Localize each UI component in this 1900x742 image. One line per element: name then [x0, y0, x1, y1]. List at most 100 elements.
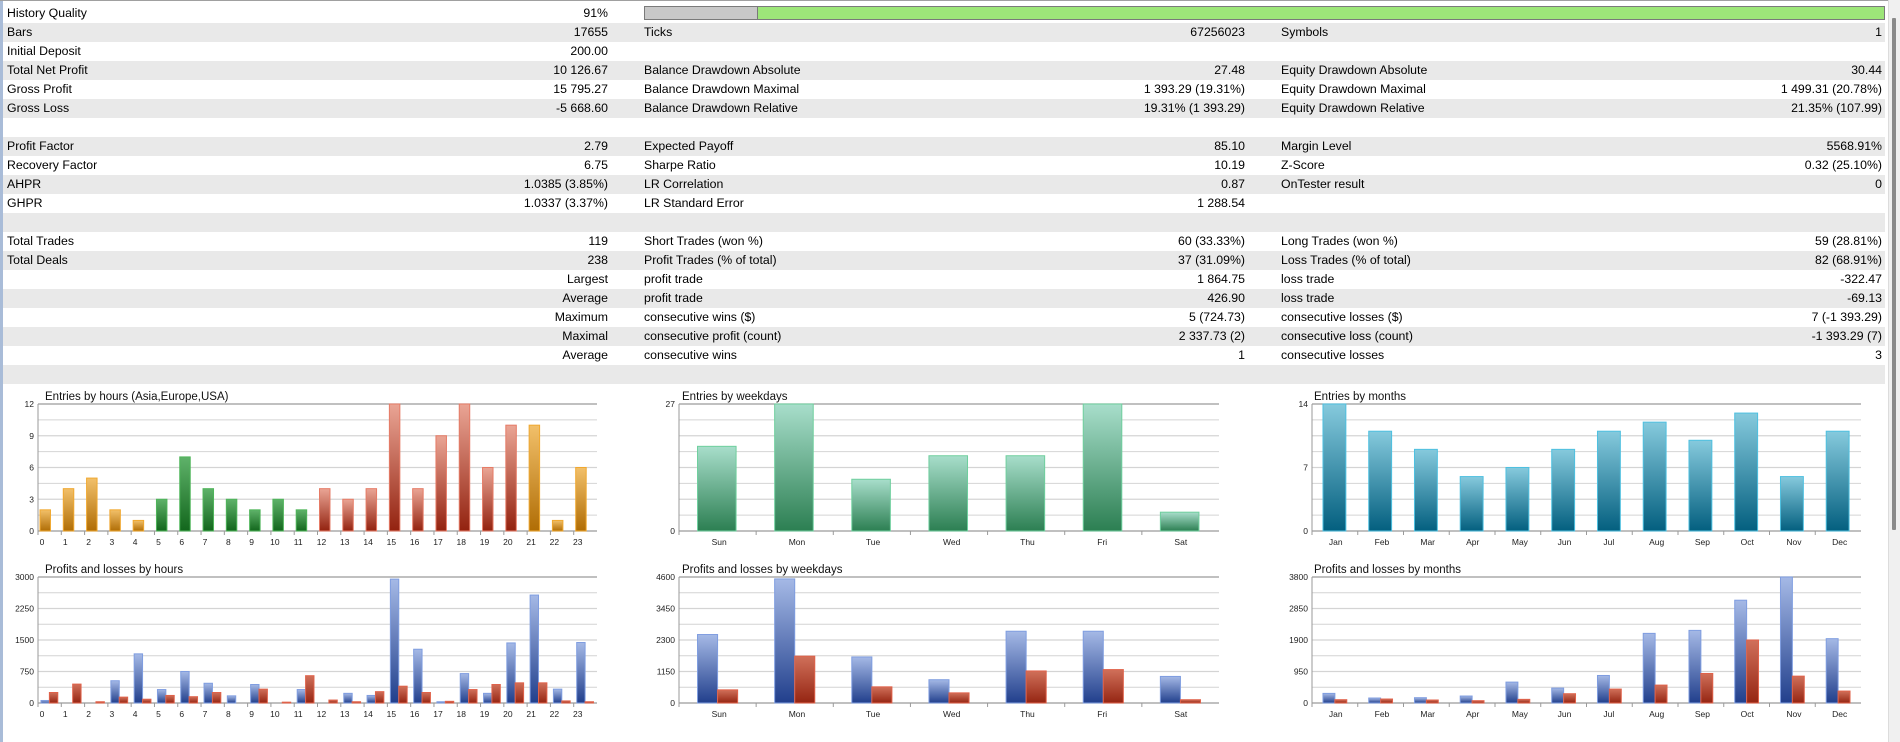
stat-value: 1 499.31 (20.78%)	[1780, 82, 1882, 96]
bar	[1596, 430, 1621, 532]
history-quality-label: History Quality	[7, 6, 87, 20]
stat-value: 2.79	[584, 139, 608, 153]
stat-value: 238	[587, 253, 608, 267]
profit-bar	[1322, 692, 1336, 704]
y-tick-label: 0	[1303, 526, 1308, 536]
stat-value: 30.44	[1851, 63, 1882, 77]
stat-value: 1.0385 (3.85%)	[523, 177, 608, 191]
x-tick-label: 15	[387, 537, 397, 547]
profit-bar	[774, 578, 796, 704]
stat-value: 0.87	[1221, 177, 1245, 191]
loss-bar	[305, 675, 315, 704]
loss-bar	[165, 694, 175, 704]
x-tick-label: Mon	[789, 537, 806, 547]
y-tick-label: 0	[670, 698, 675, 708]
stat-value: 3	[1875, 348, 1882, 362]
x-tick-label: 2	[86, 709, 91, 719]
scrollbar-thumb[interactable]	[1892, 18, 1896, 530]
x-tick-label: 7	[203, 537, 208, 547]
bar	[505, 424, 517, 532]
x-tick-label: 19	[480, 709, 490, 719]
entries-hours-chart: Entries by hours (Asia,Europe,USA)036912…	[25, 391, 597, 547]
loss-bar	[1837, 690, 1851, 704]
stat-label: GHPR	[7, 196, 43, 210]
stat-label: Total Deals	[7, 253, 68, 267]
y-tick-label: 1500	[15, 635, 34, 645]
bar	[388, 403, 401, 532]
y-tick-label: 3	[29, 494, 34, 504]
stat-value: 5 (724.73)	[1188, 310, 1245, 324]
x-tick-label: Feb	[1375, 537, 1390, 547]
bar	[1825, 430, 1850, 532]
x-tick-label: 22	[550, 709, 560, 719]
x-tick-label: 0	[40, 537, 45, 547]
stat-label: Long Trades (won %)	[1281, 234, 1398, 248]
stat-label: Expected Payoff	[644, 139, 734, 153]
stat-value: 1 864.75	[1197, 272, 1245, 286]
stats-row: Largest profit trade 1 864.75 loss trade -32…	[3, 270, 1885, 289]
loss-bar	[421, 692, 431, 704]
stats-row: Total Trades 119 Short Trades (won %) 60 (3…	[3, 232, 1885, 251]
stat-label: Ticks	[644, 25, 673, 39]
profit-bar	[506, 642, 516, 704]
loss-bar	[948, 692, 970, 704]
x-tick-label: 11	[294, 709, 303, 719]
x-tick-label: 17	[433, 709, 443, 719]
pl-weekdays-chart: Profits and losses by weekdays 0 1150 2300 3…	[656, 564, 1219, 719]
y-tick-label: 4600	[656, 572, 675, 582]
x-tick-label: Jun	[1558, 537, 1572, 547]
loss-bar	[1425, 699, 1439, 704]
stat-label: consecutive wins	[644, 348, 737, 362]
stat-label: OnTester result	[1281, 177, 1365, 191]
x-tick-label: 0	[40, 709, 45, 719]
loss-bar	[468, 689, 478, 704]
stat-label: Equity Drawdown Absolute	[1281, 63, 1428, 77]
bar	[1642, 421, 1667, 532]
x-tick-label: 4	[133, 537, 138, 547]
bar	[1322, 403, 1347, 532]
bar	[435, 435, 447, 532]
x-tick-label: 1	[63, 537, 68, 547]
loss-bar	[1025, 670, 1047, 704]
stat-value: 82 (68.91%)	[1815, 253, 1882, 267]
stats-row	[3, 365, 1885, 384]
profit-bar	[1082, 630, 1104, 704]
stat-value: Average	[562, 348, 608, 362]
profit-bar	[226, 695, 237, 704]
loss-bar	[258, 688, 268, 704]
stat-value: 37 (31.09%)	[1178, 253, 1245, 267]
bar	[551, 519, 564, 532]
profit-bar	[413, 648, 423, 704]
stat-label: Z-Score	[1281, 158, 1325, 172]
stat-value: 2 337.73 (2)	[1178, 329, 1245, 343]
profit-bar	[1642, 632, 1656, 704]
x-tick-label: Nov	[1786, 709, 1802, 719]
loss-bar	[142, 698, 152, 704]
stat-value: 67256023	[1190, 25, 1245, 39]
x-tick-label: May	[1512, 709, 1529, 719]
x-tick-label: 20	[503, 709, 513, 719]
bar	[342, 498, 354, 532]
x-tick-label: May	[1512, 537, 1529, 547]
profit-bar	[436, 701, 446, 704]
profit-bar	[156, 689, 167, 704]
stat-value: 10.19	[1214, 158, 1245, 172]
vertical-scrollbar[interactable]	[1888, 0, 1900, 742]
profit-bar	[133, 653, 144, 704]
x-tick-label: Jul	[1603, 709, 1614, 719]
x-tick-label: 6	[179, 537, 184, 547]
x-tick-label: Fri	[1097, 537, 1107, 547]
x-tick-label: Tue	[866, 709, 881, 719]
bar	[482, 467, 494, 532]
stat-label: Balance Drawdown Maximal	[644, 82, 800, 96]
bar	[1368, 430, 1393, 532]
loss-bar	[328, 699, 338, 704]
bar	[109, 509, 121, 532]
x-tick-label: 13	[340, 709, 350, 719]
stat-value: 15 795.27	[553, 82, 608, 96]
loss-bar	[351, 701, 362, 704]
profit-bar	[110, 680, 120, 704]
profit-bar	[343, 692, 353, 704]
stat-value: 17655	[573, 25, 608, 39]
bar	[249, 509, 261, 532]
